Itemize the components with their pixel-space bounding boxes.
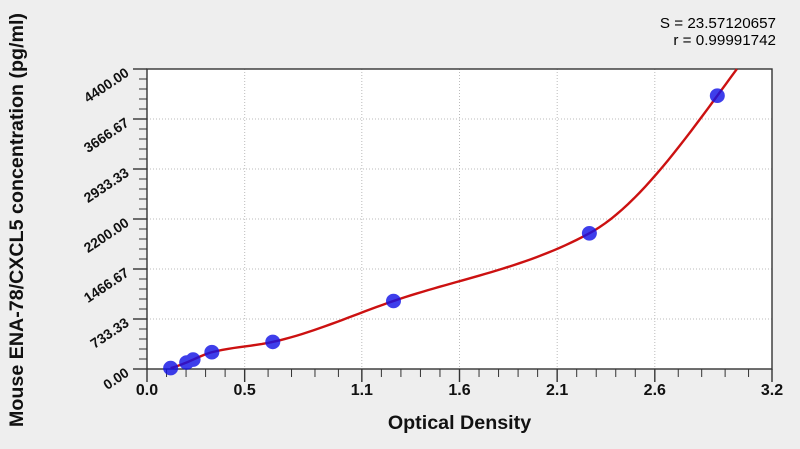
svg-text:1.6: 1.6 [448, 382, 470, 399]
svg-text:1.1: 1.1 [351, 382, 373, 399]
svg-text:0.5: 0.5 [234, 382, 256, 399]
svg-text:0.0: 0.0 [136, 382, 158, 399]
svg-text:3.2: 3.2 [761, 382, 783, 399]
svg-text:2.1: 2.1 [546, 382, 568, 399]
svg-text:2.6: 2.6 [644, 382, 666, 399]
